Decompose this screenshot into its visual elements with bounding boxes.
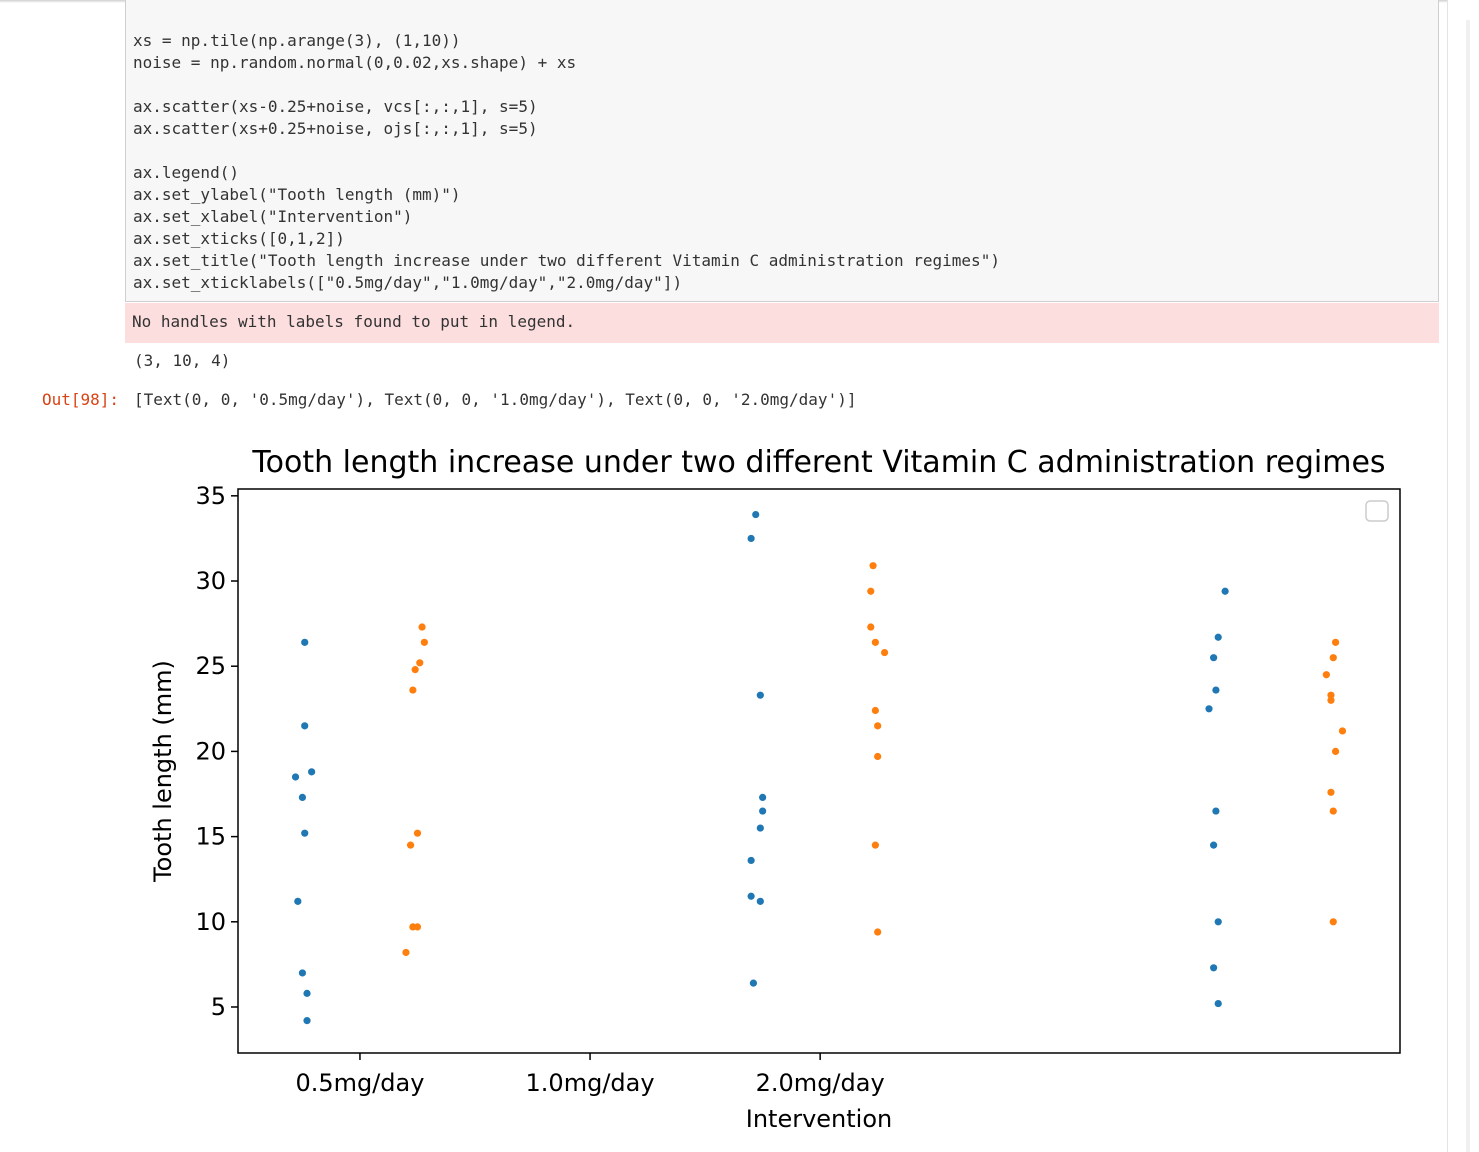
scatter-point-series-2: [1327, 691, 1335, 699]
scatter-point-series-2: [418, 623, 426, 631]
scatter-point-series-1: [752, 510, 760, 519]
scatter-point-series-2: [411, 666, 419, 674]
scatter-point-series-1: [301, 638, 309, 646]
y-tick-label: 10: [195, 908, 226, 936]
stderr-text: No handles with labels found to put in l…: [132, 312, 576, 331]
scatter-point-series-2: [1329, 807, 1337, 815]
scrollbar-thumb[interactable]: [1466, 20, 1470, 1152]
y-tick-label: 5: [211, 993, 226, 1021]
code-line: noise = np.random.normal(0,0.02,xs.shape…: [133, 53, 577, 72]
scatter-point-series-1: [1210, 841, 1218, 849]
output-prompt: Out[98]:: [42, 390, 120, 409]
scatter-point-series-1: [303, 1017, 311, 1025]
code-line: ax.scatter(xs-0.25+noise, vcs[:,:,1], s=…: [133, 97, 538, 116]
scatter-point-series-1: [308, 768, 316, 776]
scatter-point-series-2: [874, 722, 882, 730]
scatter-point-series-1: [1214, 999, 1222, 1008]
chart-title: Tooth length increase under two differen…: [251, 445, 1385, 480]
output-text: [Text(0, 0, '0.5mg/day'), Text(0, 0, '1.…: [134, 390, 857, 409]
scatter-point-series-2: [869, 562, 877, 570]
scatter-point-series-2: [413, 829, 422, 837]
scatter-point-series-1: [1210, 654, 1218, 662]
code-line: ax.set_xticks([0,1,2]): [133, 229, 345, 248]
scatter-point-series-1: [756, 824, 764, 832]
scatter-point-series-2: [871, 638, 879, 646]
x-tick-label: 2.0mg/day: [756, 1069, 885, 1097]
scatter-point-series-1: [1214, 633, 1222, 641]
y-tick-label: 15: [195, 823, 226, 851]
scatter-point-series-2: [1327, 788, 1335, 796]
scatter-point-series-2: [1327, 696, 1335, 704]
scatter-point-series-1: [301, 829, 309, 837]
scatter-point-series-2: [871, 841, 879, 849]
empty-legend-box: [1365, 500, 1389, 522]
scatter-point-series-1: [291, 773, 300, 781]
y-tick-label: 20: [195, 737, 226, 765]
stdout-text: (3, 10, 4): [134, 351, 231, 370]
scatter-point-series-1: [1221, 587, 1229, 595]
scatter-point-series-1: [759, 807, 767, 815]
scatter-point-series-1: [294, 897, 302, 905]
plot-area: [237, 488, 1401, 1054]
y-tick-label: 25: [195, 652, 226, 680]
code-line: ax.legend(): [133, 163, 239, 182]
scatter-point-series-2: [1329, 918, 1337, 926]
code-line: ax.set_xlabel("Intervention"): [133, 207, 413, 226]
scatter-point-series-1: [756, 691, 764, 699]
code-line: ax.scatter(xs+0.25+noise, ojs[:,:,1], s=…: [133, 119, 538, 138]
y-tick-label: 35: [195, 482, 226, 510]
scatter-point-series-2: [402, 948, 410, 957]
code-line: ax.set_ylabel("Tooth length (mm)"): [133, 185, 461, 204]
scatter-point-series-1: [298, 793, 307, 802]
x-tick-label: 0.5mg/day: [295, 1069, 424, 1097]
scatter-point-series-2: [871, 706, 879, 715]
scatter-point-series-2: [1338, 727, 1347, 735]
scatter-point-series-2: [874, 928, 882, 936]
scatter-point-series-2: [867, 623, 875, 631]
scatter-points: [291, 510, 1347, 1025]
scatter-point-series-1: [749, 979, 758, 987]
vertical-scrollbar[interactable]: [1447, 0, 1479, 1152]
scatter-point-series-2: [1329, 654, 1337, 662]
scatter-point-series-1: [303, 989, 311, 997]
y-axis-ticks: 5 10 15 20 25 30 35: [195, 482, 238, 1021]
scatter-point-series-1: [747, 892, 755, 900]
scatter-point-series-1: [747, 856, 755, 865]
scatter-point-series-1: [1212, 807, 1220, 815]
scatter-point-series-1: [1205, 705, 1213, 713]
code-cell[interactable]: xs = np.tile(np.arange(3), (1,10)) noise…: [125, 0, 1439, 302]
scatter-point-series-1: [301, 722, 309, 730]
scatter-point-series-2: [1331, 747, 1340, 756]
x-axis-ticks: 0.5mg/day 1.0mg/day 2.0mg/day: [295, 1053, 885, 1097]
scatter-point-series-1: [298, 969, 307, 977]
scatter-point-series-1: [1212, 686, 1220, 694]
y-axis-label: Tooth length (mm): [149, 660, 177, 883]
scatter-point-series-2: [406, 841, 415, 849]
scatter-point-series-1: [756, 897, 764, 905]
x-tick-label: 1.0mg/day: [526, 1069, 655, 1097]
scatter-point-series-2: [1331, 638, 1340, 646]
y-tick-label: 30: [195, 567, 226, 595]
scatter-point-series-2: [880, 648, 889, 657]
scatter-point-series-1: [747, 534, 755, 543]
scatter-point-series-2: [420, 638, 428, 646]
code-line: ax.set_title("Tooth length increase unde…: [133, 251, 1000, 270]
scatter-point-series-2: [874, 752, 882, 761]
scatter-point-series-2: [413, 923, 422, 931]
scatter-point-series-1: [1210, 964, 1218, 972]
stderr-output: No handles with labels found to put in l…: [125, 303, 1439, 343]
scatter-point-series-2: [409, 686, 417, 694]
code-line: ax.set_xticklabels(["0.5mg/day","1.0mg/d…: [133, 273, 683, 292]
scatter-point-series-2: [867, 587, 875, 595]
scatter-chart: Tooth length increase under two differen…: [149, 445, 1401, 1133]
scatter-point-series-2: [416, 659, 424, 667]
scatter-point-series-1: [759, 793, 767, 802]
scatter-point-series-1: [1214, 918, 1222, 926]
code-line: xs = np.tile(np.arange(3), (1,10)): [133, 31, 461, 50]
scatter-point-series-2: [1322, 671, 1330, 679]
x-axis-label: Intervention: [746, 1105, 892, 1133]
